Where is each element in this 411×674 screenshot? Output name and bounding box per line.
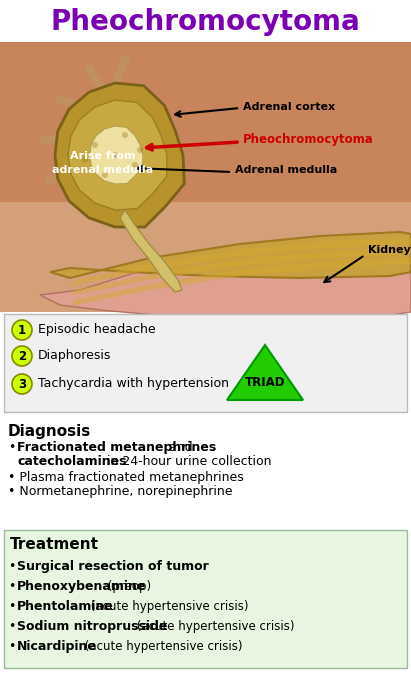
Text: 1: 1: [18, 324, 26, 336]
Text: 3: 3: [18, 377, 26, 390]
Text: Pheochromocytoma: Pheochromocytoma: [50, 8, 360, 36]
Text: Surgical resection of tumor: Surgical resection of tumor: [17, 560, 209, 573]
Text: Adrenal cortex: Adrenal cortex: [243, 102, 335, 112]
Text: Treatment: Treatment: [10, 537, 99, 552]
Circle shape: [122, 132, 128, 138]
Text: •: •: [8, 441, 15, 454]
Circle shape: [40, 135, 50, 145]
Text: Kidney: Kidney: [368, 245, 411, 255]
Text: Diagnosis: Diagnosis: [8, 424, 91, 439]
Bar: [0, 202, 411, 312]
Text: Diaphoresis: Diaphoresis: [38, 350, 111, 363]
Text: •: •: [8, 560, 15, 573]
Polygon shape: [55, 83, 184, 227]
Circle shape: [55, 95, 65, 105]
Text: catecholamines: catecholamines: [17, 455, 127, 468]
Polygon shape: [70, 258, 411, 306]
Text: 2: 2: [18, 350, 26, 363]
Circle shape: [12, 320, 32, 340]
Text: (acute hypertensive crisis): (acute hypertensive crisis): [81, 640, 242, 653]
Text: (preop): (preop): [104, 580, 151, 593]
Circle shape: [120, 55, 130, 65]
Text: •: •: [8, 580, 15, 593]
Text: and: and: [165, 441, 193, 454]
Circle shape: [82, 157, 88, 163]
Polygon shape: [50, 232, 411, 278]
Text: •: •: [8, 620, 15, 633]
Text: •: •: [8, 600, 15, 613]
Circle shape: [12, 374, 32, 394]
Polygon shape: [70, 238, 411, 286]
Text: Nicardipine: Nicardipine: [17, 640, 97, 653]
Circle shape: [92, 142, 98, 148]
Polygon shape: [120, 210, 182, 292]
Text: TRIAD: TRIAD: [245, 375, 285, 388]
Polygon shape: [70, 248, 411, 296]
Text: •: •: [8, 640, 15, 653]
Text: Arise from
adrenal medulla: Arise from adrenal medulla: [53, 152, 154, 175]
Text: • Plasma fractionated metanephrines: • Plasma fractionated metanephrines: [8, 471, 244, 484]
Text: (acute hypertensive crisis): (acute hypertensive crisis): [133, 620, 295, 633]
Text: (acute hypertensive crisis): (acute hypertensive crisis): [87, 600, 248, 613]
Circle shape: [45, 175, 55, 185]
Polygon shape: [40, 245, 411, 320]
Circle shape: [137, 147, 143, 153]
Text: Tachycardia with hypertension: Tachycardia with hypertension: [38, 377, 229, 390]
Bar: [0, 42, 411, 312]
Text: Phenoxybenamine: Phenoxybenamine: [17, 580, 146, 593]
Text: Pheochromocytoma: Pheochromocytoma: [243, 133, 374, 146]
Circle shape: [112, 152, 118, 158]
Bar: [4, 314, 407, 412]
Text: Phentolamine: Phentolamine: [17, 600, 114, 613]
Circle shape: [85, 65, 95, 75]
Circle shape: [132, 162, 138, 168]
Bar: [4, 314, 407, 412]
Polygon shape: [227, 345, 303, 400]
Text: Sodium nitroprusside: Sodium nitroprusside: [17, 620, 167, 633]
Text: • Normetanephrine, norepinephrine: • Normetanephrine, norepinephrine: [8, 485, 233, 498]
Text: Adrenal medulla: Adrenal medulla: [235, 165, 337, 175]
Text: in 24-hour urine collection: in 24-hour urine collection: [103, 455, 272, 468]
Text: Fractionated metanephrines: Fractionated metanephrines: [17, 441, 216, 454]
Polygon shape: [68, 100, 167, 210]
Text: Episodic headache: Episodic headache: [38, 324, 156, 336]
Bar: [4, 530, 407, 668]
Polygon shape: [90, 126, 143, 184]
Circle shape: [102, 172, 108, 178]
Circle shape: [12, 346, 32, 366]
